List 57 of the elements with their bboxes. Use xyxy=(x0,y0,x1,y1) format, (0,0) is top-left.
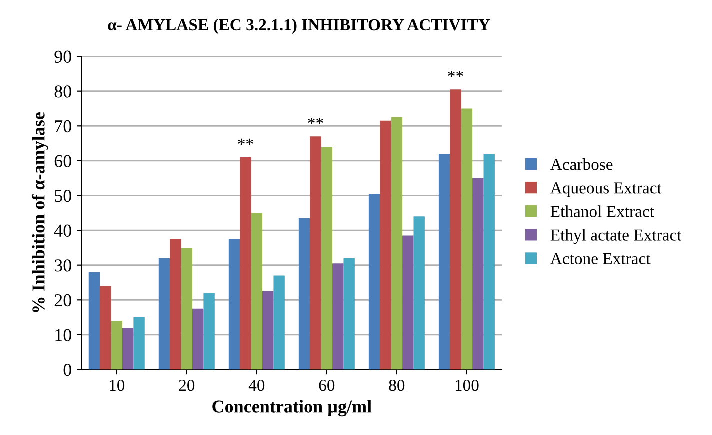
y-tick-label: 80 xyxy=(54,86,72,98)
bar xyxy=(484,154,495,370)
legend-label: Acarbose xyxy=(550,158,613,170)
y-tick-label: 50 xyxy=(55,190,72,202)
y-tick-label: 70 xyxy=(55,120,72,133)
y-tick-label: 60 xyxy=(54,155,72,168)
x-tick-label: 20 xyxy=(179,380,195,392)
x-tick-label: 40 xyxy=(248,380,265,392)
legend-label: Actone Extract xyxy=(550,253,651,264)
x-axis-title: Concentration µg/ml xyxy=(212,400,372,417)
bar xyxy=(380,120,392,370)
legend-label: Ethanol Extract xyxy=(550,206,654,218)
bar xyxy=(88,272,100,370)
bar xyxy=(438,154,450,370)
bar xyxy=(344,258,355,370)
y-tick-label: 0 xyxy=(64,364,72,376)
bar xyxy=(192,308,204,370)
bar xyxy=(170,239,182,370)
bar xyxy=(158,258,170,370)
bar xyxy=(240,157,252,370)
bar xyxy=(100,286,112,370)
bar xyxy=(262,291,274,370)
bar xyxy=(111,321,122,370)
bar xyxy=(461,108,473,370)
chart-title: α- AMYLASE (EC 3.2.1.1) INHIBITORY ACTIVITY xyxy=(108,18,490,34)
x-tick-label: 60 xyxy=(319,380,335,392)
bar xyxy=(450,90,462,370)
bar xyxy=(472,178,484,370)
bar xyxy=(391,117,403,370)
legend-label: Aqueous Extract xyxy=(550,182,662,198)
x-tick-label: 10 xyxy=(110,380,125,392)
bar xyxy=(332,264,344,370)
bar xyxy=(251,213,263,370)
y-tick-label: 30 xyxy=(54,260,72,272)
bar xyxy=(298,218,310,370)
annotation: ** xyxy=(308,118,324,124)
legend-label: Ethyl actate Extract xyxy=(550,229,682,244)
bar xyxy=(368,194,380,370)
x-tick-label: 80 xyxy=(389,380,405,392)
bar xyxy=(204,293,215,370)
y-tick-label: 90 xyxy=(54,50,72,63)
bar xyxy=(181,248,192,370)
y-axis-title: % Inhibition of α-amylase xyxy=(32,112,49,312)
y-tick-label: 10 xyxy=(56,329,72,342)
y-tick-label: 40 xyxy=(54,224,72,237)
annotation: ** xyxy=(238,138,254,145)
x-tick-label: 100 xyxy=(456,380,479,392)
bar xyxy=(228,239,240,370)
bar xyxy=(134,318,145,370)
bar xyxy=(122,328,134,370)
bar xyxy=(274,276,285,370)
bar xyxy=(310,136,322,370)
bar xyxy=(402,236,414,370)
bar xyxy=(321,147,333,370)
bar xyxy=(414,216,425,370)
annotation: ** xyxy=(448,70,464,78)
y-tick-label: 20 xyxy=(54,294,72,307)
